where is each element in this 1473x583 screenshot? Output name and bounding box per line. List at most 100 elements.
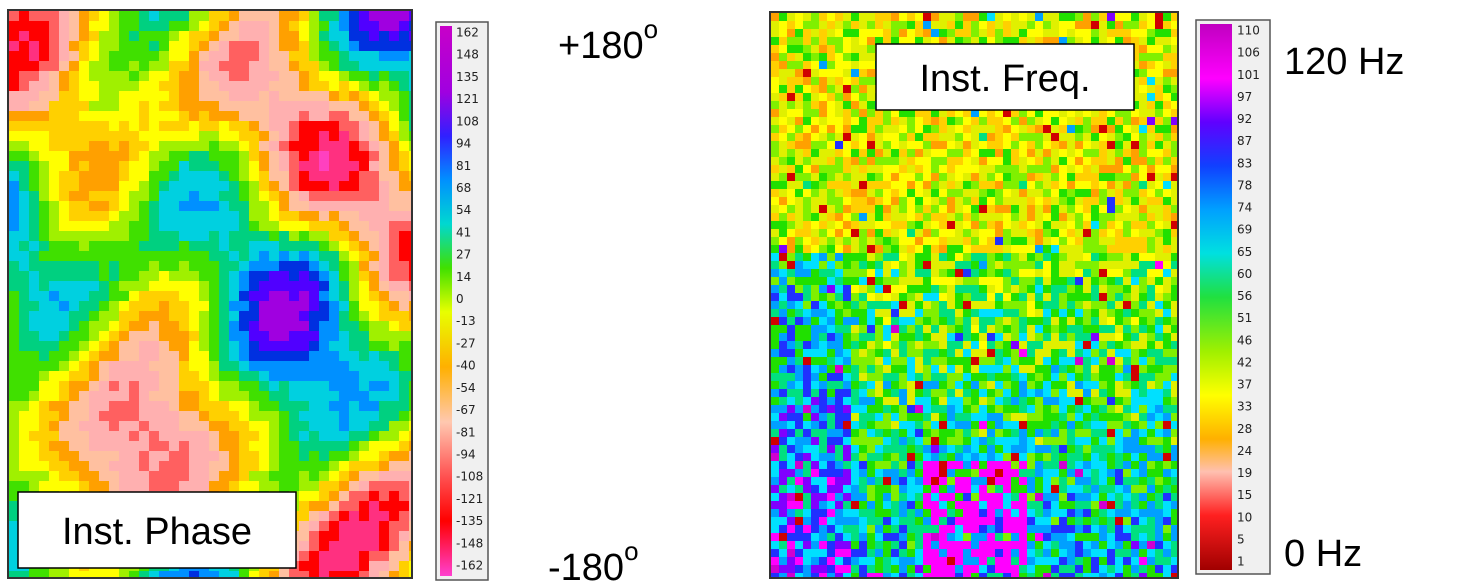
- map-cell: [249, 341, 260, 352]
- map-cell: [771, 285, 780, 294]
- map-cell: [109, 281, 120, 292]
- map-cell: [249, 91, 260, 102]
- map-cell: [89, 181, 100, 192]
- map-cell: [851, 21, 860, 30]
- map-cell: [955, 405, 964, 414]
- map-cell: [915, 317, 924, 326]
- map-cell: [149, 401, 160, 412]
- map-cell: [891, 341, 900, 350]
- map-cell: [891, 373, 900, 382]
- map-cell: [89, 471, 100, 482]
- map-cell: [389, 491, 400, 502]
- map-cell: [979, 365, 988, 374]
- map-cell: [803, 173, 812, 182]
- map-cell: [1075, 181, 1084, 190]
- map-cell: [859, 285, 868, 294]
- map-cell: [987, 125, 996, 134]
- map-cell: [239, 391, 250, 402]
- map-cell: [229, 451, 240, 462]
- map-cell: [189, 261, 200, 272]
- map-cell: [1091, 205, 1100, 214]
- map-cell: [319, 461, 330, 472]
- map-cell: [1083, 405, 1092, 414]
- map-cell: [787, 149, 796, 158]
- map-cell: [109, 431, 120, 442]
- map-cell: [867, 261, 876, 270]
- map-cell: [811, 341, 820, 350]
- map-cell: [923, 397, 932, 406]
- map-cell: [835, 301, 844, 310]
- map-cell: [59, 371, 70, 382]
- map-cell: [1147, 405, 1156, 414]
- map-cell: [947, 229, 956, 238]
- map-cell: [289, 441, 300, 452]
- map-cell: [169, 161, 180, 172]
- map-cell: [891, 389, 900, 398]
- map-cell: [299, 171, 310, 182]
- map-cell: [99, 261, 110, 272]
- map-cell: [89, 321, 100, 332]
- map-cell: [49, 91, 60, 102]
- map-cell: [309, 431, 320, 442]
- map-cell: [279, 161, 290, 172]
- map-cell: [1131, 413, 1140, 422]
- map-cell: [835, 389, 844, 398]
- map-cell: [883, 237, 892, 246]
- map-cell: [859, 125, 868, 134]
- map-cell: [795, 261, 804, 270]
- map-cell: [883, 229, 892, 238]
- map-cell: [299, 431, 310, 442]
- map-cell: [189, 201, 200, 212]
- map-cell: [851, 85, 860, 94]
- map-cell: [359, 91, 370, 102]
- map-cell: [771, 413, 780, 422]
- map-cell: [1123, 325, 1132, 334]
- map-cell: [1075, 21, 1084, 30]
- map-cell: [1163, 173, 1172, 182]
- map-cell: [1075, 373, 1084, 382]
- map-cell: [1035, 373, 1044, 382]
- map-cell: [159, 571, 170, 582]
- map-cell: [29, 381, 40, 392]
- map-cell: [159, 141, 170, 152]
- map-cell: [1075, 349, 1084, 358]
- map-cell: [843, 173, 852, 182]
- map-cell: [119, 171, 130, 182]
- map-cell: [309, 501, 320, 512]
- map-cell: [219, 281, 230, 292]
- map-cell: [795, 293, 804, 302]
- map-cell: [129, 391, 140, 402]
- map-cell: [209, 221, 220, 232]
- map-cell: [1115, 189, 1124, 198]
- map-cell: [1139, 181, 1148, 190]
- map-cell: [389, 111, 400, 122]
- map-cell: [79, 481, 90, 492]
- map-cell: [827, 85, 836, 94]
- map-cell: [359, 521, 370, 532]
- map-cell: [1083, 181, 1092, 190]
- map-cell: [219, 341, 230, 352]
- map-cell: [947, 173, 956, 182]
- map-cell: [1155, 157, 1164, 166]
- map-cell: [379, 271, 390, 282]
- map-cell: [1115, 245, 1124, 254]
- map-cell: [827, 133, 836, 142]
- map-cell: [851, 69, 860, 78]
- map-cell: [1147, 29, 1156, 38]
- map-cell: [209, 281, 220, 292]
- map-cell: [29, 331, 40, 342]
- map-cell: [379, 31, 390, 42]
- map-cell: [795, 165, 804, 174]
- map-cell: [827, 141, 836, 150]
- map-cell: [947, 325, 956, 334]
- map-cell: [1003, 373, 1012, 382]
- map-cell: [1067, 229, 1076, 238]
- map-cell: [899, 357, 908, 366]
- map-cell: [947, 181, 956, 190]
- map-cell: [907, 333, 916, 342]
- map-cell: [239, 91, 250, 102]
- map-cell: [39, 341, 50, 352]
- map-cell: [239, 291, 250, 302]
- map-cell: [169, 321, 180, 332]
- map-cell: [49, 211, 60, 222]
